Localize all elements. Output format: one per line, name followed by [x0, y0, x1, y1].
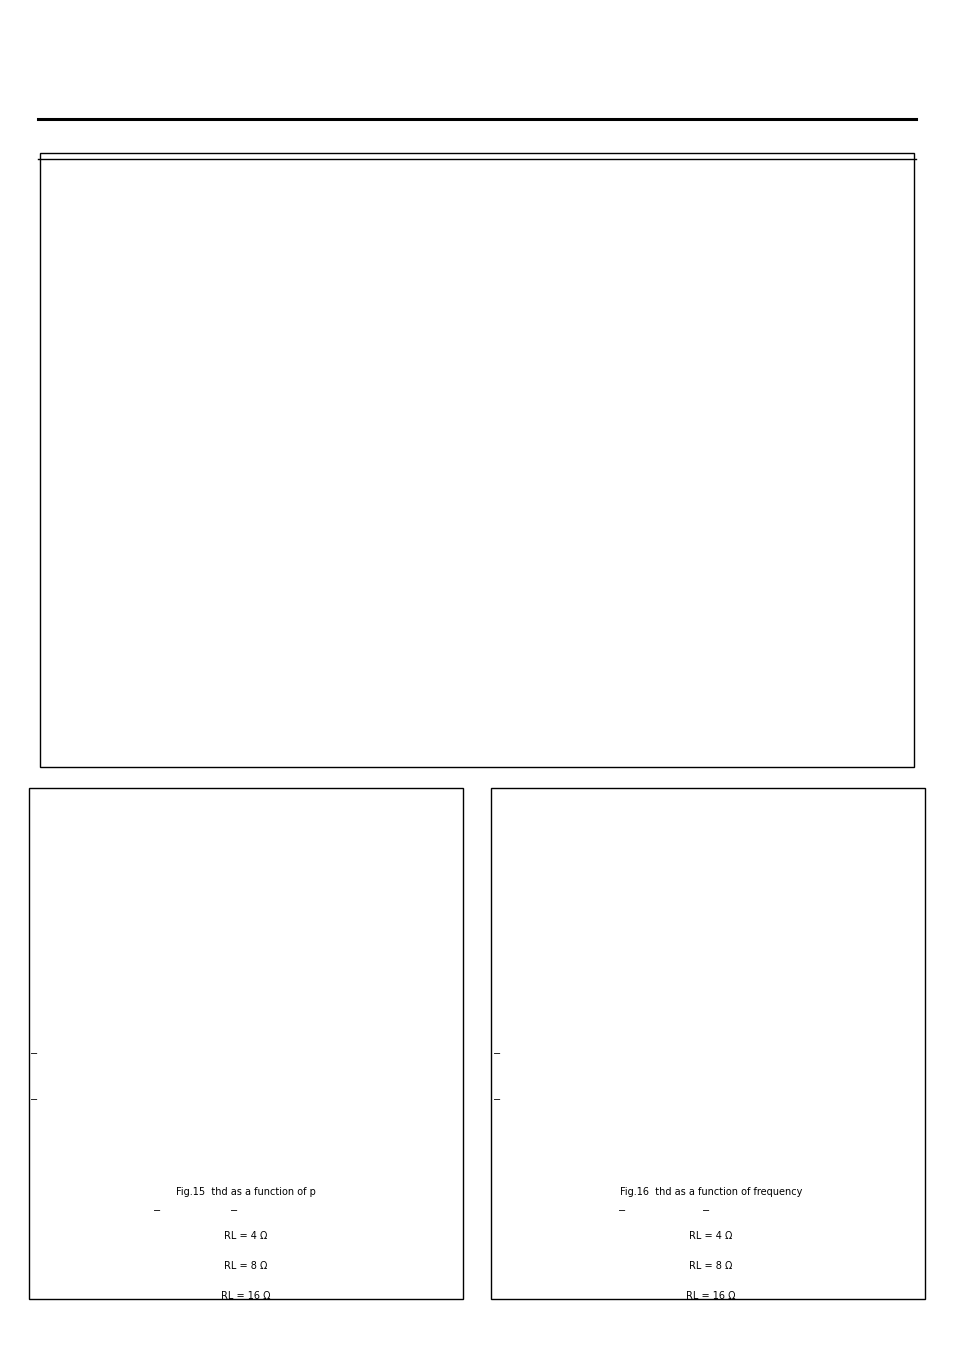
- Bar: [29, 788, 462, 1299]
- Text: RL = 8 Ω: RL = 8 Ω: [688, 1261, 732, 1270]
- Text: RL = 16 Ω: RL = 16 Ω: [221, 1291, 271, 1300]
- Text: ~: ~: [155, 464, 166, 478]
- Text: −: −: [618, 1206, 625, 1215]
- Text: μ: μ: [809, 340, 816, 350]
- Text: −: −: [421, 342, 432, 355]
- Bar: [491, 788, 924, 1299]
- Text: μ: μ: [316, 483, 322, 493]
- Polygon shape: [758, 392, 790, 455]
- Text: +: +: [724, 408, 732, 418]
- Text: −: −: [153, 1206, 161, 1215]
- Text: +: +: [329, 428, 338, 437]
- Bar: [739, 405, 758, 441]
- Text: Fig.15  thd as a function of p: Fig.15 thd as a function of p: [176, 1187, 315, 1196]
- Text: −: −: [230, 1206, 237, 1215]
- Text: −: −: [492, 1095, 500, 1106]
- Text: Ω: Ω: [370, 378, 377, 389]
- Text: +: +: [421, 379, 432, 393]
- Text: −: −: [492, 1049, 500, 1060]
- Text: +: +: [421, 427, 432, 439]
- Text: RL = 8 Ω: RL = 8 Ω: [224, 1261, 268, 1270]
- Bar: [334, 363, 363, 404]
- Text: +: +: [613, 418, 622, 428]
- Text: −: −: [613, 348, 622, 359]
- Text: −: −: [30, 1095, 38, 1106]
- Bar: [408, 301, 647, 489]
- Bar: [344, 371, 391, 401]
- Text: μ: μ: [678, 444, 683, 455]
- Text: RL = 4 Ω: RL = 4 Ω: [688, 1231, 732, 1241]
- Text: μ: μ: [217, 495, 223, 506]
- Text: +: +: [329, 381, 338, 390]
- Text: +: +: [788, 325, 797, 335]
- Text: −: −: [701, 1206, 709, 1215]
- Text: RL = 4 Ω: RL = 4 Ω: [224, 1231, 268, 1241]
- Bar: [344, 418, 391, 447]
- Bar: [265, 464, 320, 478]
- Text: Ω: Ω: [289, 489, 296, 498]
- Text: RL = 16 Ω: RL = 16 Ω: [685, 1291, 735, 1300]
- Bar: [40, 153, 913, 767]
- Text: +: +: [711, 325, 720, 335]
- Text: −: −: [30, 1049, 38, 1060]
- Text: Fig.16  thd as a function of frequency: Fig.16 thd as a function of frequency: [618, 1187, 801, 1196]
